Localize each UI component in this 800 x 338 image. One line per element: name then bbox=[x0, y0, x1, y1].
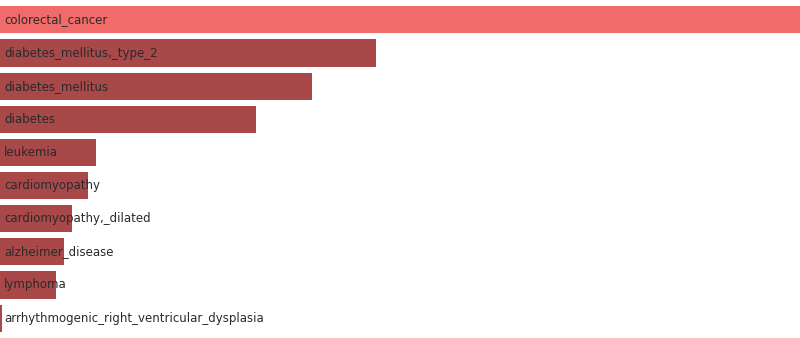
Text: diabetes_mellitus,_type_2: diabetes_mellitus,_type_2 bbox=[4, 47, 158, 59]
Text: diabetes_mellitus: diabetes_mellitus bbox=[4, 80, 108, 93]
Text: lymphoma: lymphoma bbox=[4, 279, 66, 291]
Text: cardiomyopathy,_dilated: cardiomyopathy,_dilated bbox=[4, 212, 150, 225]
Text: alzheimer_disease: alzheimer_disease bbox=[4, 245, 114, 258]
Bar bbox=[0, 172, 88, 199]
Text: colorectal_cancer: colorectal_cancer bbox=[4, 14, 107, 26]
Bar bbox=[0, 139, 96, 166]
Bar bbox=[0, 305, 2, 332]
Text: leukemia: leukemia bbox=[4, 146, 58, 159]
Bar bbox=[0, 238, 64, 265]
Bar bbox=[0, 40, 376, 67]
Bar bbox=[0, 106, 256, 133]
Bar bbox=[0, 205, 72, 232]
Bar bbox=[0, 271, 56, 298]
Text: arrhythmogenic_right_ventricular_dysplasia: arrhythmogenic_right_ventricular_dysplas… bbox=[4, 312, 264, 324]
Bar bbox=[0, 73, 312, 100]
Text: cardiomyopathy: cardiomyopathy bbox=[4, 179, 100, 192]
Bar bbox=[0, 6, 800, 33]
Text: diabetes: diabetes bbox=[4, 113, 55, 126]
